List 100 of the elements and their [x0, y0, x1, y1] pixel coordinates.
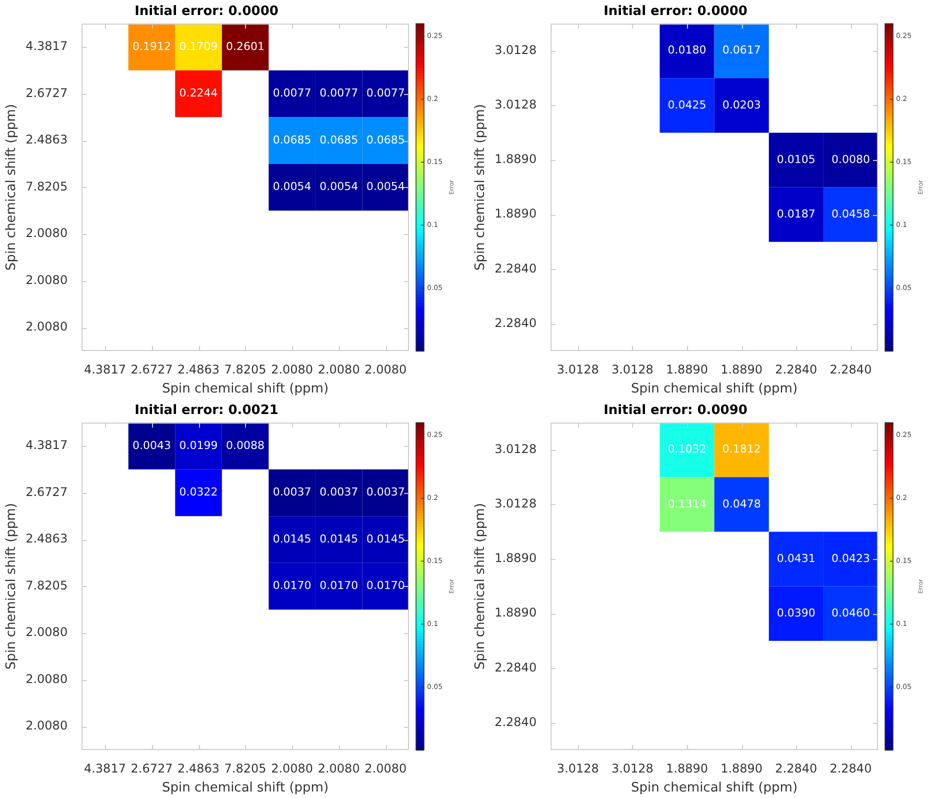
- x-tick-label: 7.8205: [224, 761, 266, 776]
- data-label: 0.0077: [366, 86, 405, 100]
- y-tick-label: 4.3817: [26, 39, 68, 54]
- data-label: 0.0617: [722, 44, 761, 57]
- y-tick-label: 3.0128: [494, 98, 537, 112]
- y-tick-label: 2.0080: [26, 718, 68, 733]
- x-tick-label: 2.0080: [271, 761, 314, 776]
- data-label: 0.0685: [320, 133, 358, 146]
- data-label: 0.0170: [272, 579, 312, 592]
- x-tick-label: 2.2840: [775, 761, 818, 776]
- x-tick-label: 1.8890: [666, 761, 708, 776]
- x-tick-label: 2.0080: [364, 761, 407, 776]
- chart-title: Initial error: 0.0090: [604, 403, 748, 418]
- y-tick-label: 1.8890: [494, 606, 537, 620]
- y-tick-label: 2.2840: [494, 316, 537, 330]
- data-label: 0.0685: [272, 133, 312, 146]
- y-axis-title: Spin chemical shift (ppm): [473, 104, 488, 271]
- data-label: 0.0187: [776, 207, 816, 220]
- data-label: 0.1912: [132, 40, 171, 53]
- x-tick-label: 3.0128: [556, 761, 599, 776]
- x-tick-label: 2.0080: [271, 362, 314, 376]
- x-tick-label: 4.3817: [84, 761, 126, 776]
- data-label: 0.0425: [668, 98, 706, 112]
- y-tick-label: 2.4863: [26, 532, 68, 546]
- x-tick-label: 2.0080: [364, 362, 407, 376]
- y-tick-label: 1.8890: [494, 206, 537, 221]
- y-tick-label: 2.6727: [26, 86, 68, 100]
- data-label: 0.0054: [366, 180, 405, 194]
- x-tick-label: 2.2840: [830, 362, 872, 376]
- data-label: 0.0390: [776, 606, 816, 620]
- data-label: 0.0043: [132, 438, 171, 452]
- x-tick-label: 1.8890: [666, 362, 708, 376]
- chart-title: Initial error: 0.0000: [604, 4, 748, 20]
- y-tick-label: 2.2840: [494, 660, 537, 674]
- data-label: 0.0145: [366, 532, 405, 546]
- y-tick-label: 4.3817: [26, 438, 68, 452]
- x-tick-label: 2.6727: [130, 362, 173, 376]
- y-tick-label: 2.0080: [26, 226, 68, 240]
- x-axis-title: Spin chemical shift (ppm): [631, 382, 798, 397]
- data-label: 0.0180: [668, 44, 706, 57]
- data-label: 0.0077: [272, 86, 312, 100]
- x-tick-label: 1.8890: [720, 761, 763, 776]
- x-tick-label: 2.4863: [178, 761, 220, 776]
- x-tick-label: 3.0128: [556, 362, 599, 376]
- x-tick-label: 2.2840: [775, 362, 818, 376]
- x-tick-label: 2.0080: [318, 761, 360, 776]
- x-axis-title: Spin chemical shift (ppm): [631, 780, 798, 796]
- data-label: 0.0080: [831, 152, 870, 166]
- data-label: 0.0458: [831, 207, 870, 220]
- x-tick-label: 4.3817: [84, 362, 126, 376]
- y-tick-label: 3.0128: [494, 43, 537, 58]
- x-axis-title: Spin chemical shift (ppm): [162, 382, 329, 397]
- x-tick-label: 2.0080: [318, 362, 360, 376]
- y-tick-label: 2.0080: [26, 320, 68, 334]
- y-tick-label: 7.8205: [26, 578, 68, 592]
- data-label: 0.1314: [668, 497, 706, 510]
- data-label: 0.0037: [320, 486, 358, 499]
- y-tick-label: 1.8890: [494, 551, 537, 566]
- x-tick-label: 7.8205: [224, 362, 266, 376]
- data-label: 0.0203: [722, 98, 761, 112]
- data-label: 0.0054: [320, 180, 358, 194]
- data-label: 0.0145: [320, 532, 358, 546]
- y-tick-label: 2.6727: [26, 484, 68, 499]
- data-label: 0.0037: [366, 486, 405, 499]
- data-label: 0.0423: [831, 552, 870, 565]
- data-label: 0.0431: [776, 552, 816, 565]
- data-label: 0.0037: [272, 486, 312, 499]
- y-tick-label: 3.0128: [494, 496, 537, 511]
- x-tick-label: 2.6727: [130, 761, 173, 776]
- data-label: 0.1812: [722, 442, 761, 456]
- data-label: 0.2244: [179, 86, 218, 100]
- data-label: 0.0170: [320, 579, 358, 592]
- data-label: 0.0170: [366, 579, 405, 592]
- y-axis-title: Spin chemical shift (ppm): [4, 503, 20, 670]
- chart-title: Initial error: 0.0000: [134, 4, 278, 20]
- y-axis-title: Spin chemical shift (ppm): [473, 503, 488, 670]
- data-label: 0.1032: [668, 442, 706, 456]
- data-label: 0.1709: [179, 40, 218, 53]
- x-tick-label: 2.2840: [830, 761, 872, 776]
- data-label: 0.0077: [320, 86, 358, 100]
- x-tick-label: 1.8890: [720, 362, 763, 376]
- x-axis-title: Spin chemical shift (ppm): [162, 780, 329, 796]
- y-tick-label: 2.2840: [494, 261, 537, 276]
- y-tick-label: 7.8205: [26, 179, 68, 194]
- data-label: 0.0199: [179, 438, 218, 452]
- y-tick-label: 2.4863: [26, 132, 68, 147]
- data-label: 0.0685: [366, 133, 405, 146]
- x-tick-label: 3.0128: [611, 362, 654, 376]
- y-tick-label: 1.8890: [494, 152, 537, 166]
- chart-title: Initial error: 0.0021: [134, 403, 278, 418]
- x-tick-label: 3.0128: [611, 761, 654, 776]
- data-label: 0.0105: [776, 152, 816, 166]
- y-tick-label: 2.0080: [26, 672, 68, 686]
- y-tick-label: 2.2840: [494, 714, 537, 729]
- y-axis-title: Spin chemical shift (ppm): [4, 104, 20, 271]
- data-label: 0.0322: [179, 486, 218, 499]
- data-label: 0.0054: [272, 180, 312, 194]
- data-label: 0.0478: [722, 497, 761, 510]
- data-label: 0.0145: [272, 532, 312, 546]
- y-tick-label: 2.0080: [26, 272, 68, 287]
